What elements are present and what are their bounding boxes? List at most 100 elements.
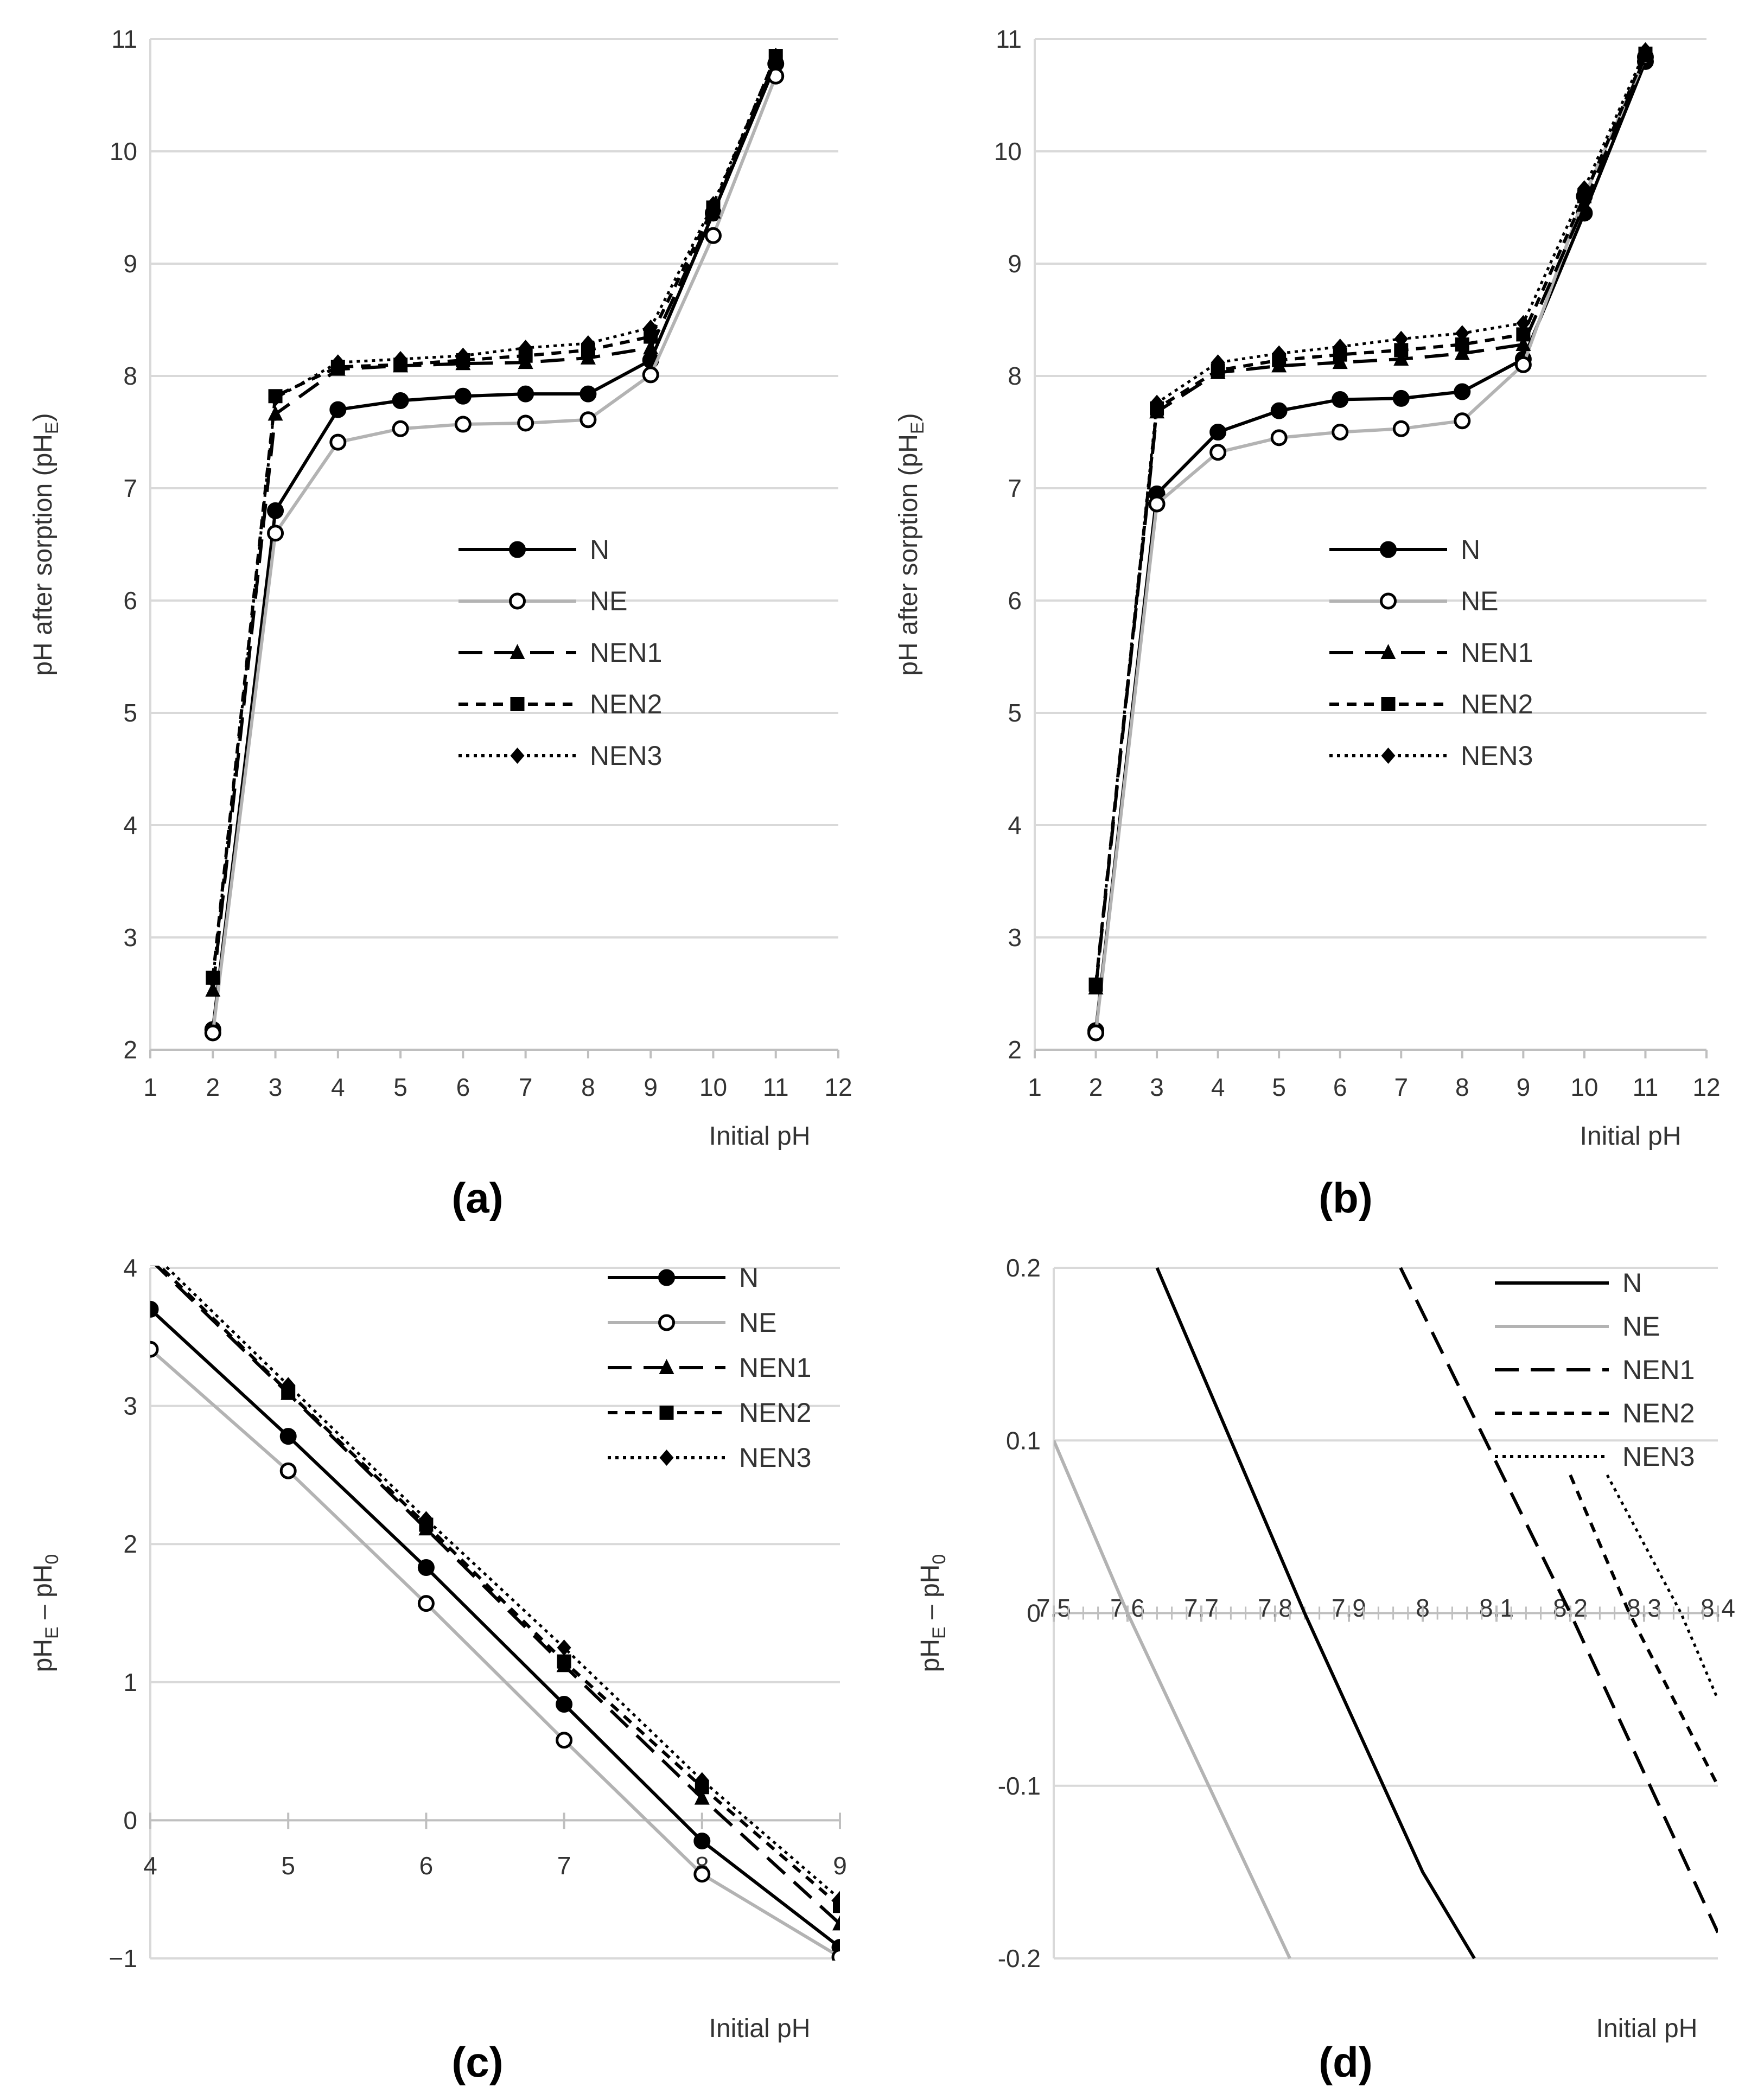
x-tick-label: 2 xyxy=(206,1073,220,1101)
y-axis-label: pH after sorption (pHE) xyxy=(894,413,928,675)
y-tick-label: 9 xyxy=(1008,250,1022,278)
data-point-nen3 xyxy=(833,1891,840,1907)
chart-panel-4: -0.2-0.100.10.27.5 7.6 7.7 7.8 7.9 8 8.1 8.2 8.3… xyxy=(916,1254,1735,2086)
legend-label-nen1: NEN1 xyxy=(1461,637,1533,668)
series-nen3 xyxy=(1088,42,1653,994)
data-point-n xyxy=(150,1300,159,1318)
data-point-nen3 xyxy=(581,335,595,352)
legend-label-ne: NE xyxy=(1461,586,1498,616)
legend-marker-n xyxy=(658,1269,675,1286)
legend-label-ne: NE xyxy=(590,586,627,616)
x-tick-label: 1 xyxy=(143,1073,157,1101)
data-point-nen3 xyxy=(557,1639,571,1656)
y-tick-label: 4 xyxy=(123,1254,137,1282)
data-point-nen1 xyxy=(205,981,221,997)
legend-label-n: N xyxy=(739,1262,759,1293)
data-point-nen3 xyxy=(1455,325,1469,342)
data-point-nen1 xyxy=(143,1251,158,1266)
series-nen3 xyxy=(1606,1474,1718,1700)
y-tick-label: 0.1 xyxy=(1006,1426,1041,1454)
series-line-nen3 xyxy=(211,55,778,980)
data-point-nen3 xyxy=(206,972,220,988)
data-point-n xyxy=(579,385,597,403)
data-point-n xyxy=(693,1833,711,1850)
data-point-nen3 xyxy=(1516,315,1531,331)
legend-label-nen3: NEN3 xyxy=(1622,1441,1695,1472)
legend-label-ne: NE xyxy=(739,1307,776,1338)
series-line-ne xyxy=(1054,1440,1291,1959)
series-ne xyxy=(204,67,785,1042)
data-point-ne xyxy=(279,1462,297,1479)
x-tick-label: 6 xyxy=(419,1852,434,1880)
data-point-ne xyxy=(1270,429,1288,446)
x-tick-label: 12 xyxy=(1692,1073,1720,1101)
data-point-nen1 xyxy=(832,1915,840,1931)
y-tick-label: 3 xyxy=(123,923,137,952)
data-point-ne xyxy=(517,414,534,432)
y-tick-label: 4 xyxy=(123,811,137,839)
data-point-nen1 xyxy=(1515,336,1531,352)
y-tick-label: 6 xyxy=(123,586,137,615)
y-tick-label: 2 xyxy=(123,1036,137,1064)
x-tick-label: 5 xyxy=(1272,1073,1286,1101)
legend-marker-nen1 xyxy=(659,1359,674,1374)
legend: N NE NEN1 NEN2 NEN3 xyxy=(458,534,662,771)
data-point-nen3 xyxy=(1577,180,1591,197)
x-axis-label: Initial pH xyxy=(1580,1122,1682,1151)
series-line-nen3 xyxy=(163,1266,840,1900)
legend: N NE NEN1 NEN2 NEN3 xyxy=(1495,1268,1695,1472)
series-line-nen2 xyxy=(157,1266,840,1907)
series-n xyxy=(1087,53,1654,1039)
x-axis-label: Initial pH xyxy=(1596,2014,1698,2043)
data-point-nen3 xyxy=(1272,345,1287,362)
series-n xyxy=(204,55,785,1038)
data-point-ne xyxy=(704,227,722,244)
y-tick-label: 0 xyxy=(123,1806,137,1834)
legend-label-nen2: NEN2 xyxy=(590,689,662,719)
data-point-n xyxy=(556,1696,573,1713)
data-point-ne xyxy=(150,1341,159,1358)
y-axis-label: pH after sorption (pHE) xyxy=(29,413,62,675)
data-point-ne xyxy=(1514,356,1532,373)
legend-label-nen2: NEN2 xyxy=(1461,689,1533,719)
data-point-n xyxy=(1270,402,1288,419)
legend-marker-ne xyxy=(658,1314,675,1331)
x-tick-label: 8 xyxy=(1455,1073,1469,1101)
y-tick-label: 6 xyxy=(1008,586,1022,615)
series-nen1 xyxy=(1399,1267,1718,1933)
x-tick-label: 4 xyxy=(143,1852,157,1880)
data-point-n xyxy=(417,1559,435,1576)
data-point-nen3 xyxy=(706,196,721,213)
series-n xyxy=(1155,1267,1476,1959)
data-point-ne xyxy=(642,366,659,384)
data-point-ne xyxy=(556,1732,573,1749)
x-tick-label: 7 xyxy=(519,1073,533,1101)
legend-label-nen2: NEN2 xyxy=(1622,1398,1695,1428)
x-tick-label: 11 xyxy=(763,1073,789,1101)
data-point-ne xyxy=(392,420,409,437)
data-point-n xyxy=(517,385,534,403)
y-tick-label: 2 xyxy=(1008,1036,1022,1064)
y-tick-label: 8 xyxy=(1008,362,1022,390)
data-point-ne xyxy=(1332,424,1349,441)
data-point-ne xyxy=(693,1866,711,1883)
data-point-n xyxy=(329,401,347,418)
data-point-ne xyxy=(329,433,347,451)
x-axis-label: Initial pH xyxy=(709,1122,811,1151)
y-tick-label: −1 xyxy=(109,1944,137,1973)
series-line-nen1 xyxy=(1094,55,1647,988)
data-point-nen3 xyxy=(1150,394,1164,411)
series-nen2 xyxy=(1569,1474,1718,1787)
data-point-nen2 xyxy=(557,1654,571,1669)
y-tick-label: 0 xyxy=(1027,1599,1041,1627)
y-axis-label: pHE – pH0 xyxy=(29,1554,62,1673)
data-point-nen3 xyxy=(1333,339,1347,355)
x-tick-label: 9 xyxy=(833,1852,847,1880)
series-line-nen2 xyxy=(211,55,778,978)
data-point-ne xyxy=(831,1948,840,1961)
data-point-nen3 xyxy=(1088,978,1103,994)
series-line-ne xyxy=(150,1348,840,1959)
data-point-nen3 xyxy=(419,1511,434,1528)
series-line-ne xyxy=(1094,56,1647,1033)
